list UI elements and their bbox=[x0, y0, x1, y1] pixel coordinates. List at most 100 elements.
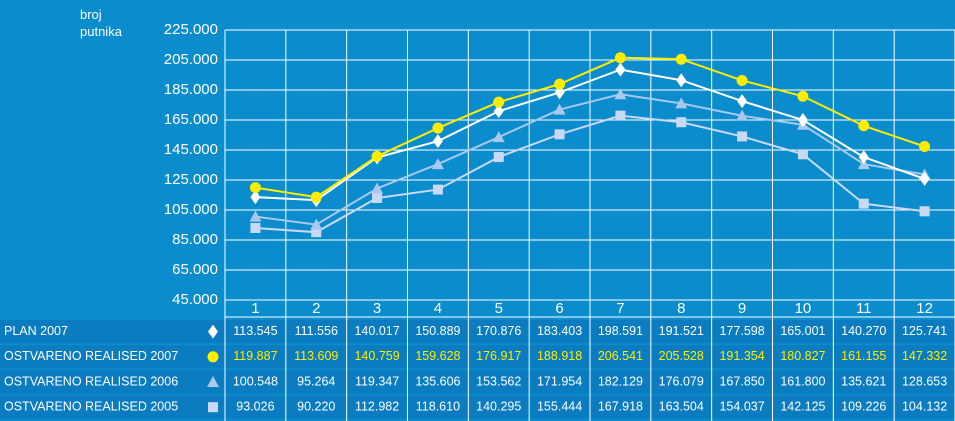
data-point bbox=[493, 152, 504, 163]
data-point bbox=[614, 52, 626, 64]
table-row bbox=[0, 370, 955, 394]
data-point bbox=[493, 104, 504, 119]
data-point bbox=[553, 103, 566, 115]
data-point bbox=[737, 94, 748, 109]
data-point bbox=[371, 182, 384, 194]
table-value: 119.887 bbox=[233, 349, 277, 363]
table-value: 163.504 bbox=[659, 399, 704, 413]
table-value: 119.347 bbox=[355, 374, 399, 388]
table-row bbox=[0, 395, 955, 419]
series-line bbox=[255, 93, 925, 226]
table-value: 170.876 bbox=[476, 324, 521, 338]
data-point bbox=[858, 150, 869, 165]
x-tick-label: 7 bbox=[616, 300, 624, 317]
table-value: 93.026 bbox=[236, 399, 274, 413]
data-point bbox=[919, 171, 930, 186]
data-point bbox=[249, 210, 262, 222]
table-row bbox=[0, 320, 955, 344]
data-point bbox=[615, 110, 626, 121]
x-tick-label: 8 bbox=[677, 300, 685, 317]
table-value: 111.556 bbox=[295, 324, 338, 338]
table-value: 171.954 bbox=[537, 374, 582, 388]
table-value: 154.037 bbox=[719, 399, 764, 413]
data-point bbox=[310, 191, 322, 203]
data-point bbox=[371, 150, 383, 162]
series-line bbox=[255, 68, 925, 202]
legend-marker bbox=[208, 324, 218, 339]
table-value: 176.079 bbox=[659, 374, 704, 388]
x-tick-label: 9 bbox=[738, 300, 746, 317]
table-value: 191.521 bbox=[659, 324, 704, 338]
x-tick-label: 11 bbox=[856, 300, 872, 317]
table-value: 182.129 bbox=[598, 374, 643, 388]
data-point bbox=[614, 88, 627, 100]
table-value: 205.528 bbox=[659, 349, 704, 363]
legend-marker bbox=[207, 351, 219, 363]
table-value: 150.889 bbox=[415, 324, 460, 338]
table-value: 140.270 bbox=[841, 324, 886, 338]
x-tick-label: 2 bbox=[312, 300, 320, 317]
table-value: 113.609 bbox=[294, 349, 338, 363]
table-value: 198.591 bbox=[598, 324, 643, 338]
table-value: 147.332 bbox=[902, 349, 947, 363]
table-value: 104.132 bbox=[902, 399, 947, 413]
x-tick-label: 6 bbox=[555, 300, 563, 317]
y-axis-label: broj putnika bbox=[80, 7, 122, 39]
data-point bbox=[919, 141, 931, 153]
legend-label: OSTVARENO REALISED 2007 bbox=[4, 349, 178, 363]
data-point bbox=[250, 190, 261, 205]
data-point bbox=[736, 74, 748, 86]
x-tick-label: 12 bbox=[916, 300, 933, 317]
data-point bbox=[797, 90, 809, 102]
y-tick-label: 105.000 bbox=[164, 201, 218, 218]
table-value: 177.598 bbox=[719, 324, 764, 338]
data-point bbox=[249, 182, 261, 194]
table-value: 188.918 bbox=[537, 349, 582, 363]
table-value: 206.541 bbox=[598, 349, 643, 363]
table-value: 155.444 bbox=[537, 399, 582, 413]
table-value: 135.621 bbox=[841, 374, 886, 388]
table-value: 167.918 bbox=[598, 399, 643, 413]
table-value: 153.562 bbox=[476, 374, 521, 388]
table-value: 109.226 bbox=[841, 399, 886, 413]
table-value: 113.545 bbox=[233, 324, 277, 338]
table-value: 100.548 bbox=[233, 374, 278, 388]
data-point bbox=[676, 117, 687, 128]
data-point bbox=[432, 134, 443, 149]
y-tick-label: 225.000 bbox=[164, 21, 218, 38]
data-point bbox=[858, 120, 870, 132]
table-value: 135.606 bbox=[415, 374, 460, 388]
legend-label: PLAN 2007 bbox=[4, 324, 68, 338]
x-tick-label: 1 bbox=[251, 300, 259, 317]
x-tick-label: 10 bbox=[795, 300, 812, 317]
data-point bbox=[432, 184, 443, 195]
table-value: 140.295 bbox=[476, 399, 521, 413]
data-point bbox=[554, 78, 566, 90]
table-value: 161.155 bbox=[841, 349, 886, 363]
table-value: 165.001 bbox=[780, 324, 825, 338]
data-point bbox=[797, 149, 808, 160]
data-point bbox=[675, 97, 688, 109]
y-tick-label: 165.000 bbox=[164, 111, 218, 128]
y-tick-label: 85.000 bbox=[172, 231, 218, 248]
data-point bbox=[676, 73, 687, 88]
data-point bbox=[615, 62, 626, 77]
x-tick-label: 4 bbox=[434, 300, 442, 317]
data-point bbox=[858, 198, 869, 209]
data-point bbox=[737, 131, 748, 142]
y-tick-label: 145.000 bbox=[164, 141, 218, 158]
table-value: 140.017 bbox=[354, 324, 399, 338]
table-value: 180.827 bbox=[780, 349, 825, 363]
table-value: 142.125 bbox=[780, 399, 825, 413]
x-tick-label: 5 bbox=[495, 300, 503, 317]
data-point bbox=[797, 112, 808, 127]
data-point bbox=[554, 129, 565, 140]
table-row bbox=[0, 345, 955, 369]
series-line bbox=[255, 56, 925, 199]
data-point bbox=[432, 122, 444, 134]
data-point bbox=[310, 218, 323, 230]
table-value: 191.354 bbox=[719, 349, 764, 363]
table-value: 125.741 bbox=[902, 324, 947, 338]
legend-label: OSTVARENO REALISED 2005 bbox=[4, 399, 178, 413]
